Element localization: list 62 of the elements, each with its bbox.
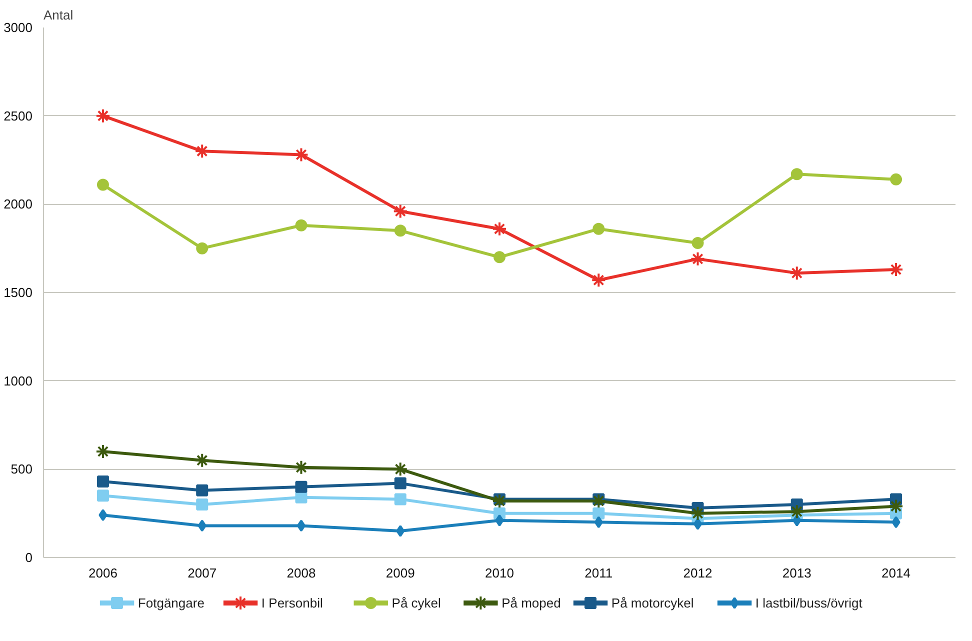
- point: [96, 476, 109, 488]
- point: [592, 222, 605, 235]
- point: [495, 514, 504, 526]
- point: [295, 480, 308, 493]
- point: [394, 493, 406, 506]
- point: [890, 173, 902, 186]
- y-tick-label: 500: [10, 462, 33, 477]
- y-tick-label: 1000: [4, 373, 32, 388]
- point: [789, 266, 804, 281]
- legend-label: På motorcykel: [611, 596, 694, 610]
- point: [492, 221, 507, 236]
- point: [96, 178, 109, 191]
- y-tick-label: 2000: [4, 196, 32, 212]
- point: [196, 242, 208, 254]
- y-tick-label: 0: [25, 550, 33, 565]
- x-tick-label: 2008: [286, 566, 316, 580]
- legend-label: Fotgängare: [138, 596, 204, 610]
- y-axis-title: Antal: [44, 8, 74, 22]
- x-tick-label: 2013: [782, 566, 812, 580]
- point: [295, 491, 308, 504]
- x-tick-label: 2012: [683, 566, 712, 580]
- y-tick-label: 2500: [4, 108, 32, 124]
- point: [295, 219, 308, 232]
- point: [394, 224, 406, 237]
- x-tick-label: 2010: [485, 566, 514, 580]
- point: [196, 498, 208, 510]
- point: [692, 237, 704, 250]
- legend-label: I Personbil: [261, 596, 323, 610]
- point: [792, 514, 802, 526]
- y-tick-label: 3000: [4, 20, 32, 35]
- point: [690, 251, 706, 266]
- point: [394, 477, 406, 490]
- x-tick-label: 2006: [88, 566, 118, 580]
- point: [790, 168, 803, 180]
- point: [396, 525, 405, 537]
- point: [591, 493, 606, 508]
- point: [591, 272, 606, 288]
- point: [196, 484, 208, 496]
- point: [594, 516, 603, 528]
- point: [95, 108, 110, 124]
- point: [592, 507, 605, 520]
- legend-label: På moped: [502, 596, 561, 610]
- point: [892, 516, 900, 528]
- x-tick-label: 2011: [584, 566, 613, 580]
- x-tick-label: 2014: [882, 566, 910, 580]
- legend-label: På cykel: [392, 596, 442, 610]
- point: [888, 262, 904, 278]
- x-tick-label: 2009: [386, 566, 415, 580]
- point: [494, 251, 506, 264]
- point: [194, 452, 210, 468]
- y-tick-label: 1500: [4, 285, 32, 300]
- point: [693, 518, 702, 530]
- point: [98, 509, 108, 522]
- point: [96, 490, 109, 502]
- point: [492, 493, 507, 508]
- x-tick-label: 2007: [188, 566, 217, 580]
- point: [95, 444, 110, 459]
- point: [888, 498, 904, 514]
- legend-label: I lastbil/buss/övrigt: [755, 596, 863, 610]
- point: [296, 520, 306, 532]
- point: [198, 520, 206, 532]
- point: [392, 204, 408, 219]
